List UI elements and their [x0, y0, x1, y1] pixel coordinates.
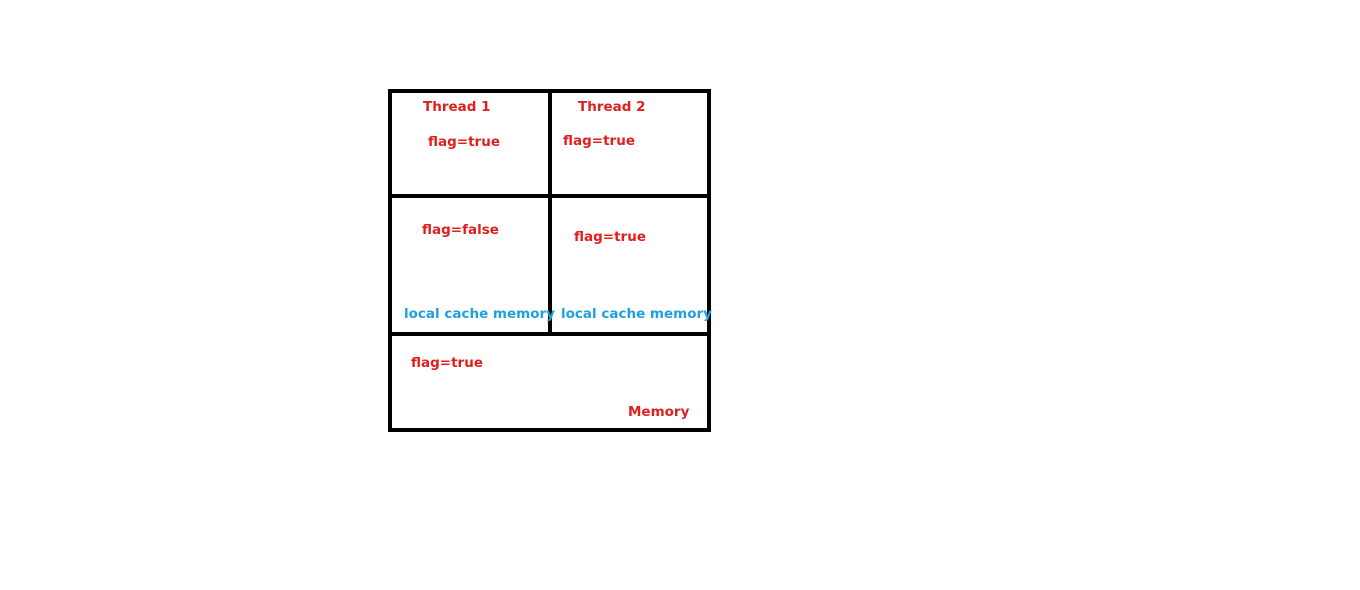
- cache-1-label: local cache memory: [404, 306, 555, 322]
- thread-cache-divider: [388, 194, 711, 198]
- thread-1-flag: flag=true: [428, 134, 500, 150]
- thread-1-title: Thread 1: [423, 99, 491, 115]
- cache-2-label: local cache memory: [561, 306, 712, 322]
- column-divider: [548, 89, 552, 335]
- thread-2-title: Thread 2: [578, 99, 646, 115]
- thread-2-flag: flag=true: [563, 133, 635, 149]
- memory-label: Memory: [628, 404, 690, 420]
- cache-2-flag: flag=true: [574, 229, 646, 245]
- memory-flag: flag=true: [411, 355, 483, 371]
- cache-1-flag: flag=false: [422, 222, 499, 238]
- cache-memory-divider: [388, 332, 711, 336]
